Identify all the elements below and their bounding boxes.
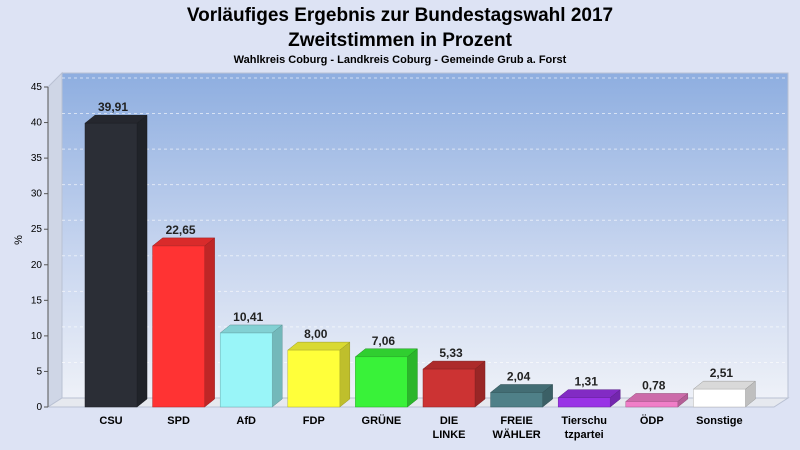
bar-side	[339, 341, 351, 408]
bar-top	[625, 393, 689, 402]
x-tick-label: tzpartei	[565, 429, 604, 441]
y-tick-label: 30	[31, 189, 43, 200]
bar	[219, 332, 273, 408]
chart-caption: Wahlkreis Coburg - Landkreis Coburg - Ge…	[233, 54, 567, 66]
bar-value-label: 2,51	[710, 366, 734, 380]
x-tick-label: FDP	[303, 415, 325, 427]
y-tick-label: 15	[31, 295, 43, 306]
bar-value-label: 1,31	[575, 375, 599, 389]
plot-side-wall	[47, 71, 63, 408]
bar-value-label: 22,65	[166, 223, 196, 237]
y-axis-label: %	[13, 235, 25, 245]
bar	[152, 245, 205, 408]
bar-side	[204, 237, 215, 408]
bar-top	[151, 237, 216, 247]
bar-top	[557, 389, 621, 398]
x-tick-label: ÖDP	[640, 414, 664, 427]
bar-top	[84, 114, 148, 124]
x-tick-label: Sonstige	[696, 415, 742, 427]
bar-top	[354, 348, 419, 358]
bar-top	[219, 324, 283, 334]
chart-subtitle: Zweitstimmen in Prozent	[288, 30, 512, 51]
x-tick-label: WÄHLER	[492, 428, 540, 441]
y-tick-label: 5	[36, 366, 42, 377]
bar-top	[489, 384, 554, 393]
bar	[287, 349, 341, 408]
chart-title: Vorläufiges Ergebnis zur Bundestagswahl …	[186, 5, 614, 26]
bar-value-label: 8,00	[304, 327, 328, 341]
y-tick-label: 25	[31, 224, 43, 235]
x-tick-label: DIE	[440, 415, 458, 427]
bar-value-label: 10,41	[233, 310, 263, 324]
y-tick-label: 10	[31, 331, 43, 342]
x-tick-label: LINKE	[433, 429, 466, 441]
y-tick-label: 0	[36, 402, 42, 413]
y-tick-label: 40	[31, 118, 43, 129]
bar-value-label: 39,91	[98, 100, 128, 114]
x-tick-label: AfD	[236, 415, 256, 427]
bar-side	[271, 324, 283, 408]
x-tick-label: CSU	[99, 415, 122, 427]
bar-value-label: 7,06	[372, 334, 396, 348]
y-tick-label: 20	[31, 260, 43, 271]
bar-top	[287, 341, 351, 351]
bar	[490, 392, 543, 408]
bar-top	[692, 380, 757, 390]
bar-value-label: 0,78	[642, 378, 666, 392]
x-tick-label: SPD	[167, 415, 190, 427]
bar-top	[422, 360, 486, 370]
y-tick-label: 35	[31, 153, 43, 164]
bar	[355, 356, 408, 408]
bar-value-label: 5,33	[439, 346, 463, 360]
bar	[422, 368, 476, 408]
bar	[557, 397, 611, 408]
y-tick-label: 45	[31, 82, 43, 93]
x-tick-label: GRÜNE	[362, 414, 402, 427]
bar	[84, 122, 138, 408]
bar	[693, 388, 746, 408]
x-tick-label: FREIE	[500, 415, 532, 427]
bar	[625, 401, 679, 408]
bar-side	[136, 114, 148, 408]
x-tick-label: Tierschu	[561, 415, 607, 427]
bar-side	[407, 348, 418, 408]
bar-value-label: 2,04	[507, 369, 531, 383]
